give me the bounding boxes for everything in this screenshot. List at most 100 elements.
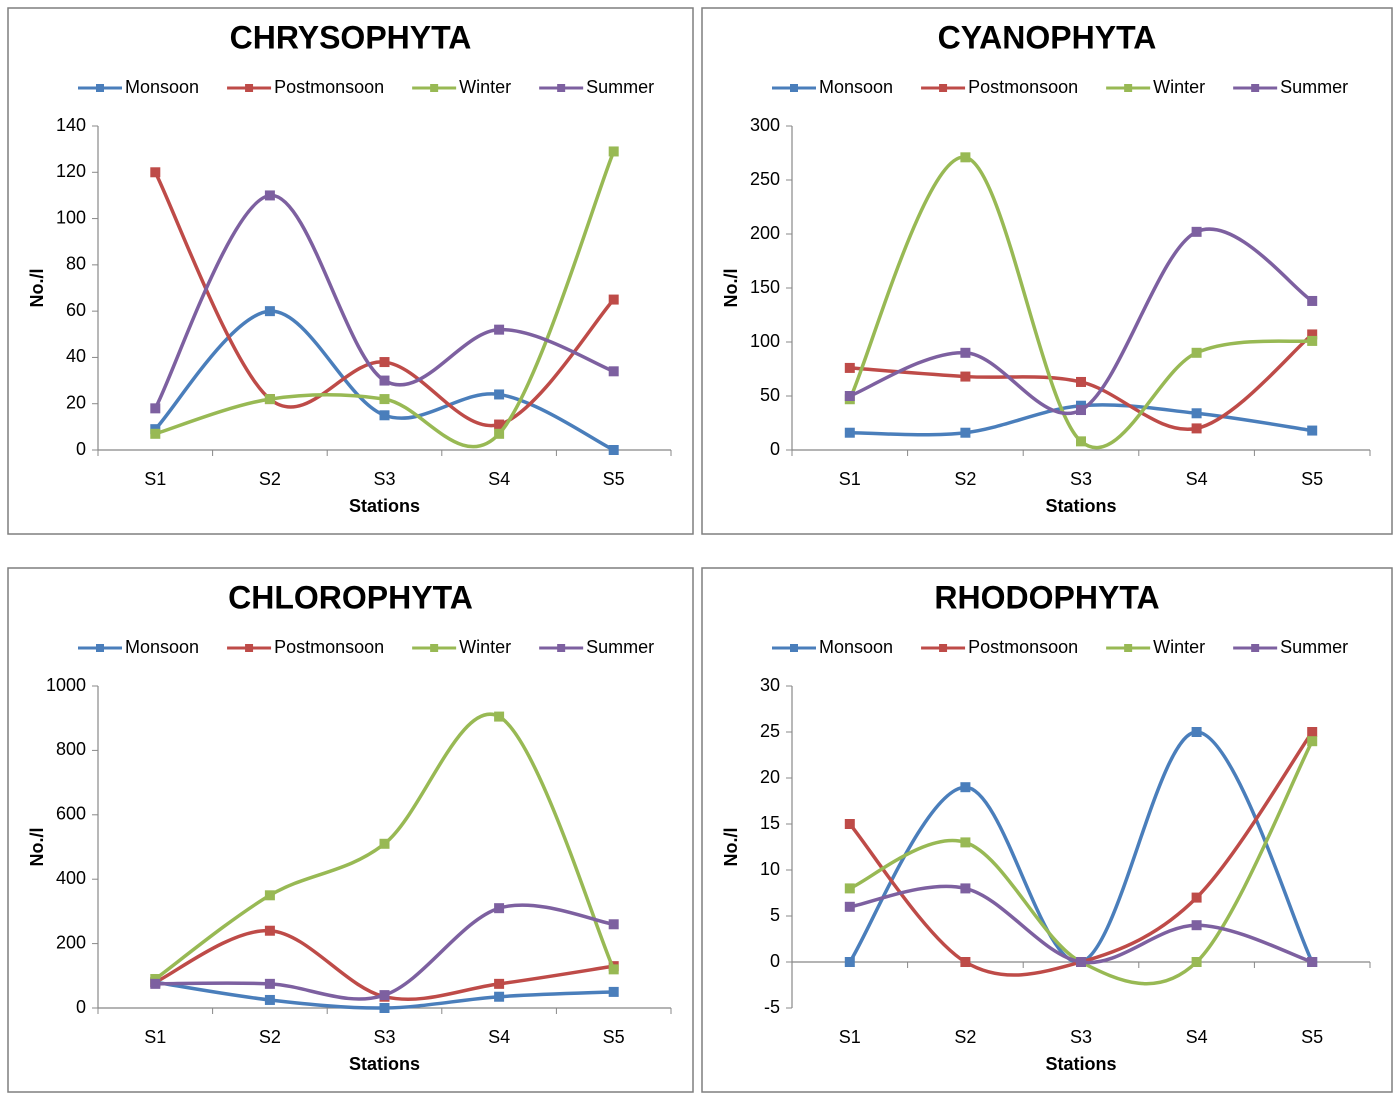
- legend-label: Winter: [459, 637, 511, 657]
- y-tick-label: 0: [76, 439, 86, 459]
- panel-border: [701, 567, 1393, 1093]
- point-marker: [1191, 920, 1202, 931]
- x-tick-label: S3: [373, 469, 395, 489]
- point-marker: [608, 919, 619, 930]
- y-tick-label: 0: [770, 439, 780, 459]
- y-tick-label: 600: [56, 804, 86, 824]
- legend-marker: [939, 644, 948, 652]
- point-marker: [608, 986, 619, 997]
- legend-label: Postmonsoon: [274, 77, 384, 97]
- x-tick-label: S2: [954, 1027, 976, 1047]
- legend-marker: [245, 84, 254, 92]
- y-tick-label: 60: [66, 300, 86, 320]
- legend-label: Postmonsoon: [968, 77, 1078, 97]
- x-axis-title: Stations: [349, 496, 420, 516]
- y-tick-label: 800: [56, 739, 86, 759]
- y-tick-label: 250: [750, 169, 780, 189]
- point-marker: [494, 978, 505, 989]
- y-axis-title: No./l: [27, 269, 47, 308]
- point-marker: [960, 152, 971, 163]
- point-marker: [1307, 727, 1318, 737]
- point-marker: [264, 306, 275, 317]
- point-marker: [844, 362, 855, 373]
- point-marker: [608, 366, 619, 377]
- point-marker: [844, 883, 855, 894]
- legend-label: Monsoon: [819, 77, 893, 97]
- x-tick-label: S1: [839, 1027, 861, 1047]
- point-marker: [1191, 226, 1202, 237]
- y-tick-label: 200: [56, 932, 86, 952]
- series-line: [154, 150, 616, 449]
- legend-marker: [1124, 84, 1133, 92]
- point-marker: [960, 837, 971, 848]
- legend-marker: [96, 84, 104, 92]
- x-axis-title: Stations: [1045, 1054, 1116, 1074]
- chart-panel: RHODOPHYTA Monsoon Postmonsoon Winter Summer…: [701, 567, 1393, 1093]
- x-tick-label: S2: [954, 469, 976, 489]
- y-tick-label: 1000: [46, 675, 86, 695]
- x-tick-label: S1: [839, 469, 861, 489]
- point-marker: [150, 403, 161, 414]
- point-marker: [264, 925, 275, 936]
- x-tick-label: S1: [144, 1027, 166, 1047]
- y-tick-label: 20: [66, 392, 86, 412]
- point-marker: [379, 410, 390, 421]
- point-marker: [960, 371, 971, 382]
- legend-label: Winter: [1153, 77, 1205, 97]
- x-tick-label: S3: [1070, 1027, 1092, 1047]
- legend-label: Summer: [586, 637, 654, 657]
- y-tick-label: 140: [56, 115, 86, 135]
- x-tick-label: S2: [259, 1027, 281, 1047]
- point-marker: [150, 167, 161, 178]
- point-marker: [844, 391, 855, 401]
- x-tick-label: S3: [1070, 469, 1092, 489]
- y-axis-title: No./l: [721, 269, 741, 308]
- point-marker: [1191, 408, 1202, 419]
- legend-label: Postmonsoon: [968, 637, 1078, 657]
- point-marker: [1307, 957, 1318, 967]
- y-tick-label: 0: [76, 997, 86, 1017]
- y-tick-label: 30: [760, 675, 780, 695]
- point-marker: [494, 389, 505, 400]
- point-marker: [1191, 957, 1202, 967]
- legend-marker: [96, 644, 104, 652]
- x-axis-title: Stations: [1045, 496, 1116, 516]
- point-marker: [379, 357, 390, 368]
- y-tick-label: 10: [760, 859, 780, 879]
- point-marker: [379, 838, 390, 849]
- point-marker: [844, 819, 855, 829]
- x-tick-label: S5: [1301, 469, 1323, 489]
- series-line: [153, 193, 615, 410]
- point-marker: [844, 957, 855, 967]
- point-marker: [608, 294, 619, 305]
- chart-title: CHRYSOPHYTA: [230, 19, 472, 55]
- legend-label: Monsoon: [125, 77, 199, 97]
- chart-title: RHODOPHYTA: [934, 579, 1159, 615]
- legend-label: Summer: [1280, 637, 1348, 657]
- y-tick-label: 300: [750, 115, 780, 135]
- legend-label: Postmonsoon: [274, 637, 384, 657]
- x-tick-label: S4: [488, 1027, 510, 1047]
- series-line: [153, 171, 615, 428]
- x-tick-label: S5: [603, 469, 625, 489]
- y-tick-label: 100: [750, 331, 780, 351]
- point-marker: [494, 324, 505, 335]
- legend-label: Summer: [586, 77, 654, 97]
- point-marker: [494, 903, 505, 914]
- point-marker: [1076, 376, 1086, 387]
- y-tick-label: 50: [760, 385, 780, 405]
- point-marker: [960, 427, 971, 438]
- chart-title: CHLOROPHYTA: [228, 579, 473, 615]
- y-axis-title: No./l: [721, 828, 741, 867]
- point-marker: [494, 419, 505, 430]
- legend-label: Winter: [1153, 637, 1205, 657]
- chart-panel: CHLOROPHYTA Monsoon Postmonsoon Winter Summe…: [7, 567, 694, 1093]
- legend-marker: [557, 84, 566, 92]
- y-tick-label: 80: [66, 254, 86, 274]
- point-marker: [494, 991, 505, 1002]
- x-tick-label: S4: [488, 469, 510, 489]
- legend-marker: [557, 644, 566, 652]
- x-tick-label: S5: [1301, 1027, 1323, 1047]
- y-tick-label: 400: [56, 868, 86, 888]
